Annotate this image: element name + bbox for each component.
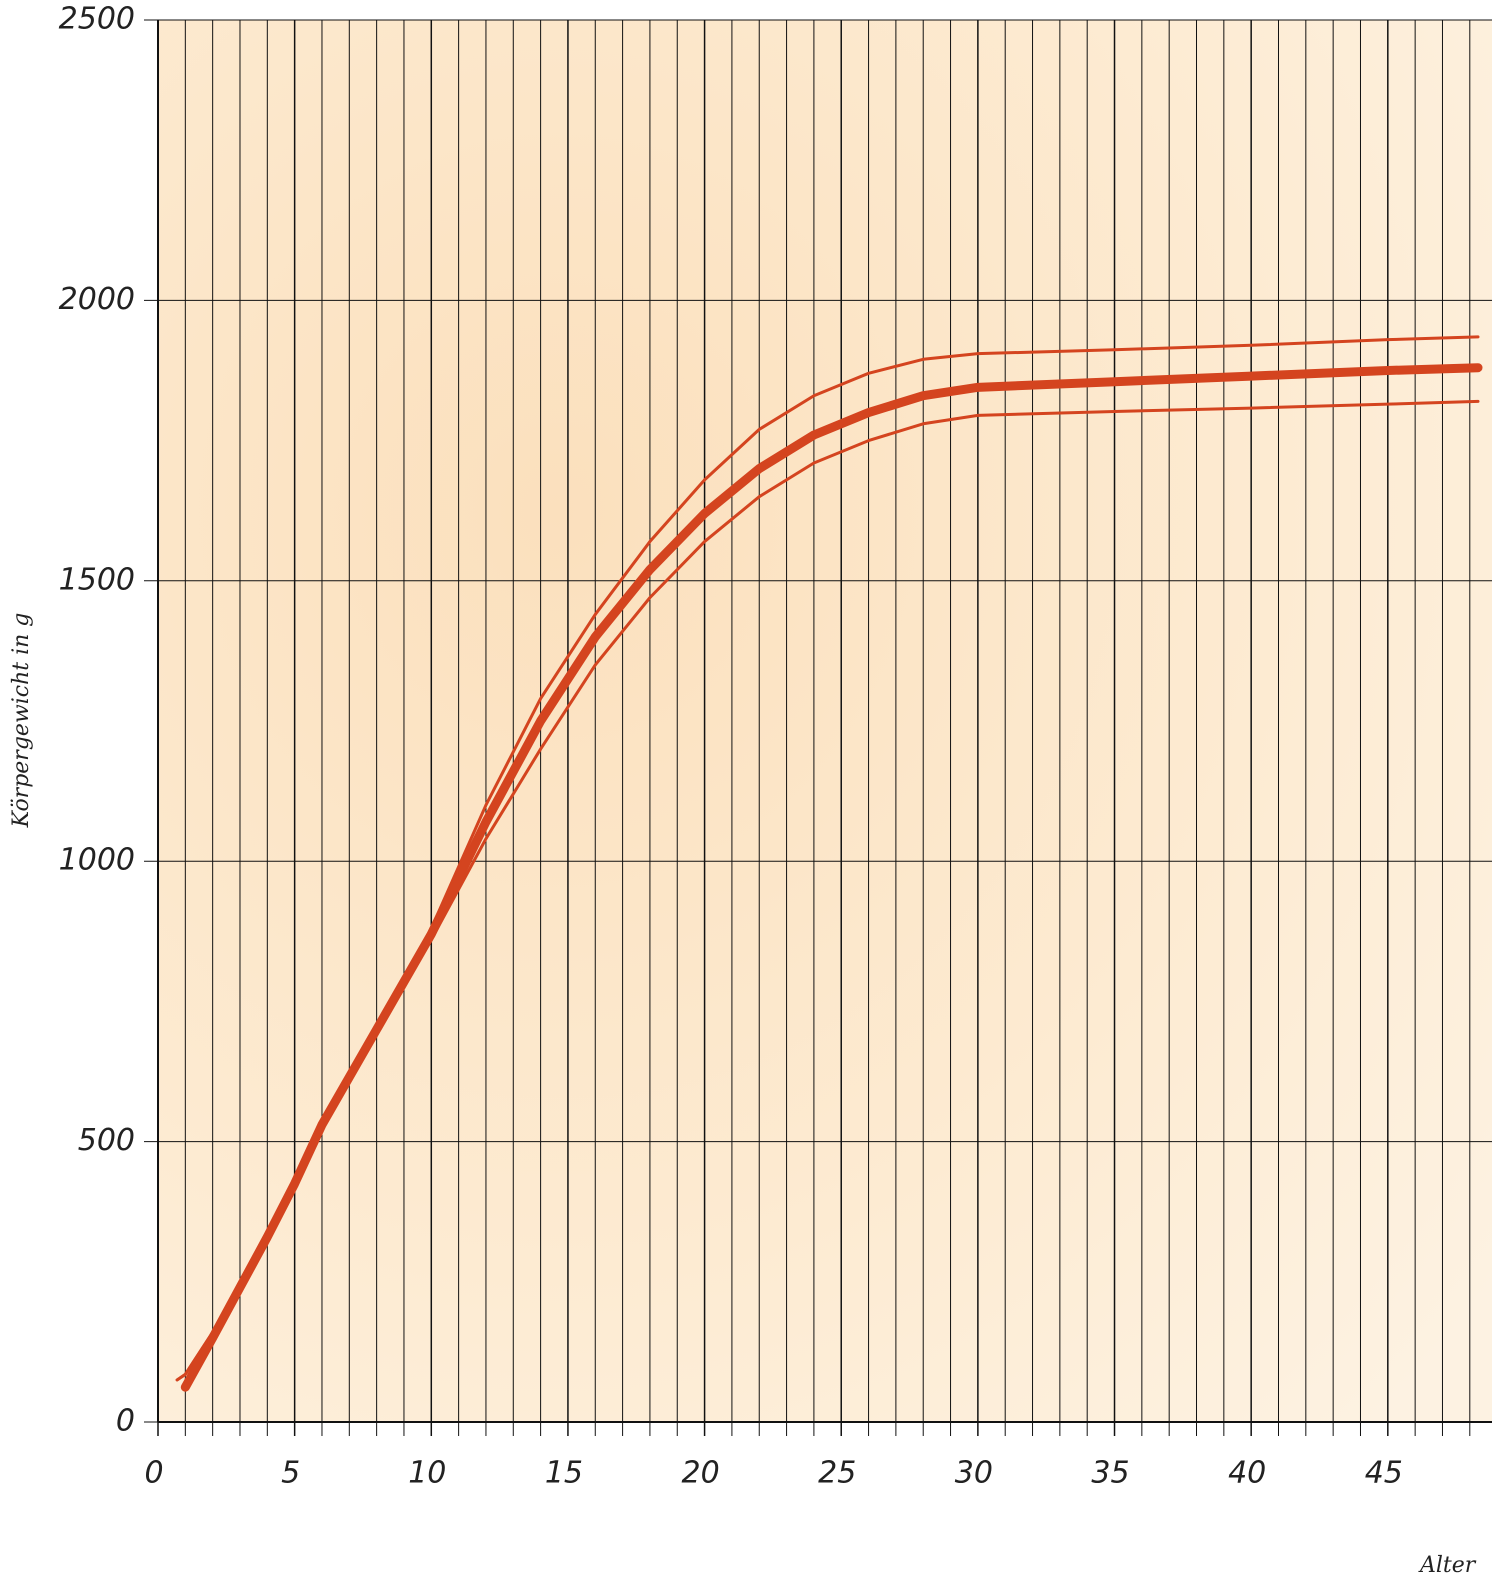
y-tick-label: 500	[78, 1123, 135, 1158]
x-tick-label: 5	[281, 1456, 300, 1491]
y-axis-title: Körpergewicht in g	[9, 613, 34, 829]
x-tick-label: 25	[818, 1456, 856, 1491]
plot-background	[158, 20, 1492, 1422]
series-line	[180, 363, 1483, 1392]
x-tick-label: 30	[955, 1456, 993, 1491]
y-tick-label: 0	[116, 1404, 135, 1439]
x-tick-label: 10	[408, 1456, 446, 1491]
x-tick-label: 15	[545, 1456, 583, 1491]
y-tick-label: 1500	[59, 562, 135, 597]
y-tick-label: 2500	[59, 2, 135, 37]
y-tick-label: 1000	[59, 843, 135, 878]
x-tick-label: 0	[144, 1456, 163, 1491]
x-axis-title: Alter	[1418, 1553, 1477, 1578]
y-tick-label: 2000	[59, 282, 135, 317]
x-tick-label: 20	[681, 1456, 719, 1491]
x-tick-label: 40	[1228, 1456, 1266, 1491]
x-tick-label: 35	[1091, 1456, 1129, 1491]
x-tick-label: 45	[1365, 1456, 1403, 1491]
